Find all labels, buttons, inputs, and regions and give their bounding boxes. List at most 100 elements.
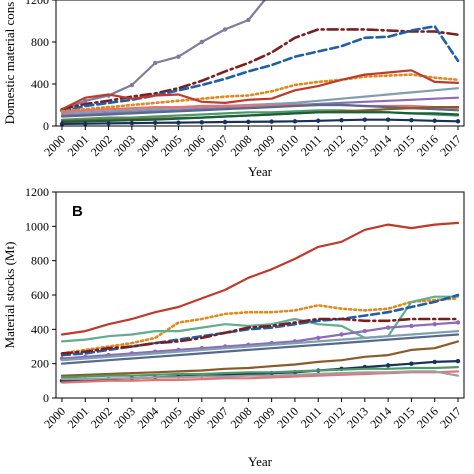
- x-tick-label: 2001: [65, 132, 92, 159]
- series-group: [59, 221, 461, 384]
- x-tick-label: 2013: [344, 132, 371, 159]
- x-tick-label: 2000: [41, 404, 68, 431]
- series-point-13: [455, 119, 461, 124]
- series-point-13: [316, 118, 321, 123]
- y-axis-label: Material stocks (Mt): [2, 242, 17, 349]
- series-point-13: [292, 119, 298, 124]
- series-line-6: [60, 321, 460, 360]
- y-tick-label: 800: [31, 35, 49, 49]
- series-point-13: [339, 118, 344, 123]
- series-line-9: [60, 103, 460, 118]
- series-line-2: [60, 297, 460, 355]
- series-line-1: [60, 221, 460, 336]
- chart-panel-2: 0200400600800100012002000200120022003200…: [2, 185, 465, 469]
- series-point-1: [176, 54, 181, 59]
- series-point-6: [362, 328, 368, 334]
- series-line-3: [60, 295, 460, 343]
- series-point-6: [339, 332, 344, 337]
- x-tick-label: 2004: [134, 404, 161, 431]
- series-point-6: [455, 320, 461, 325]
- y-tick-label: 200: [31, 357, 49, 371]
- x-tick-label: 2013: [344, 404, 371, 431]
- x-tick-label: 2009: [251, 404, 278, 431]
- x-tick-label: 2001: [65, 404, 92, 431]
- plot-frame: [55, 0, 465, 127]
- x-tick-label: 2015: [391, 404, 418, 431]
- x-tick-label: 2010: [274, 132, 301, 159]
- series-point-6: [409, 323, 414, 329]
- x-tick-label: 2004: [134, 132, 161, 159]
- y-tick-label: 1200: [25, 0, 49, 7]
- series-point-1: [199, 39, 204, 45]
- x-tick-label: 2005: [158, 404, 185, 431]
- x-tick-label: 2003: [111, 404, 138, 431]
- series-point-6: [316, 335, 321, 341]
- series-line-7: [60, 330, 460, 362]
- series-point-1: [152, 60, 158, 66]
- series-point-13: [106, 121, 111, 126]
- x-tick-label: 2006: [181, 404, 208, 431]
- y-tick-label: 1000: [25, 219, 49, 233]
- x-tick-label: 2009: [251, 132, 278, 159]
- series-line-12: [60, 111, 460, 123]
- series-point-10: [455, 358, 461, 364]
- series-line-8: [60, 333, 460, 365]
- series-line-9: [60, 340, 460, 377]
- plot-frame: [55, 191, 465, 399]
- x-tick-label: 2012: [321, 404, 348, 431]
- x-tick-label: 2012: [321, 132, 348, 159]
- series-point-13: [59, 121, 65, 126]
- series-line-13: [60, 118, 460, 126]
- x-axis-label: Year: [248, 164, 273, 179]
- series-point-13: [246, 119, 251, 125]
- y-tick-label: 0: [43, 119, 49, 133]
- x-tick-label: 2007: [204, 132, 231, 159]
- series-line-11: [60, 366, 460, 379]
- chart-panel-1: 0400800120020002001200220032004200520062…: [2, 0, 465, 179]
- x-tick-label: 2010: [274, 404, 301, 431]
- series-line-1: [60, 0, 267, 112]
- x-tick-label: 2016: [414, 404, 441, 431]
- series-point-13: [129, 120, 135, 126]
- series-point-6: [432, 321, 437, 327]
- series-line-13: [60, 370, 460, 381]
- series-line-8: [60, 103, 460, 114]
- y-tick-label: 400: [31, 77, 49, 91]
- series-point-13: [176, 120, 181, 125]
- x-tick-label: 2014: [367, 132, 394, 159]
- x-tick-label: 2011: [298, 404, 325, 431]
- y-tick-label: 800: [31, 254, 49, 268]
- series-point-10: [409, 361, 414, 366]
- x-tick-label: 2002: [88, 404, 115, 431]
- series-point-13: [152, 120, 158, 126]
- series-line-4: [60, 73, 460, 113]
- series-point-13: [432, 118, 437, 123]
- y-axis-label: Domestic material cons: [2, 2, 17, 125]
- series-point-10: [385, 363, 391, 368]
- series-line-5: [60, 69, 460, 111]
- x-tick-label: 2003: [111, 132, 138, 159]
- x-tick-label: 2017: [437, 404, 464, 431]
- x-tick-label: 2017: [437, 132, 464, 159]
- series-point-10: [432, 359, 437, 365]
- series-point-13: [409, 118, 414, 123]
- series-point-13: [199, 120, 204, 125]
- series-point-13: [362, 117, 368, 122]
- series-line-5: [60, 317, 460, 355]
- x-tick-label: 2014: [367, 404, 394, 431]
- series-group: [59, 0, 461, 126]
- x-tick-label: 2016: [414, 132, 441, 159]
- x-tick-label: 2005: [158, 132, 185, 159]
- series-point-1: [83, 98, 88, 104]
- series-point-1: [222, 27, 228, 32]
- panel-label: B: [72, 203, 83, 220]
- x-tick-label: 2008: [228, 404, 255, 431]
- series-point-13: [385, 117, 391, 122]
- x-tick-label: 2006: [181, 132, 208, 159]
- y-tick-label: 600: [31, 288, 49, 302]
- x-tick-label: 2015: [391, 132, 418, 159]
- series-point-6: [385, 325, 391, 330]
- series-line-6: [60, 87, 460, 115]
- series-point-13: [83, 121, 88, 126]
